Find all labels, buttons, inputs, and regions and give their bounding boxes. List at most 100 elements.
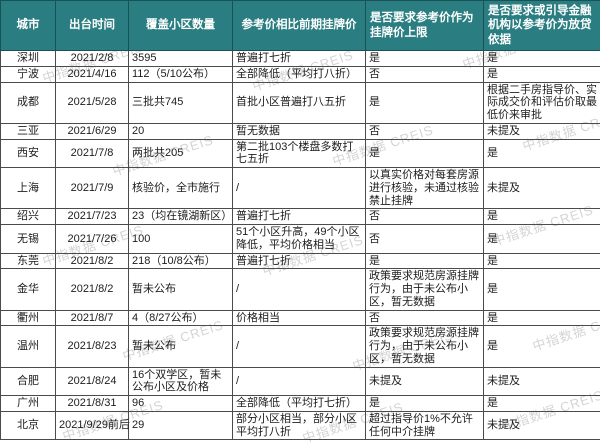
- table-cell: 以真实价格对每套房源进行核验，未通过核验禁止挂牌: [366, 168, 484, 209]
- table-cell: 2021/9/29前后: [56, 411, 129, 440]
- table-cell: 是: [484, 396, 600, 412]
- table-cell: 是: [366, 51, 484, 67]
- table-cell: 宁波: [1, 66, 56, 82]
- table-cell: 北京: [1, 411, 56, 440]
- header-cell: 是否要求参考价作为挂牌价上限: [366, 1, 484, 51]
- header-cell: 参考价相比前期挂牌价: [233, 1, 366, 51]
- table-cell: 无锡: [1, 225, 56, 254]
- table-cell: 普遍打七折: [233, 253, 366, 269]
- table-cell: 衢州: [1, 310, 56, 326]
- table-cell: 西安: [1, 139, 56, 168]
- table-cell: 未提及: [484, 367, 600, 396]
- table-cell: 东莞: [1, 253, 56, 269]
- table-cell: 政策要求规范房源挂牌行为，由于未公布小区，暂无数据: [366, 269, 484, 310]
- table-cell: 否: [366, 310, 484, 326]
- table-cell: 超过指导价1%不允许任何中介挂牌: [366, 411, 484, 440]
- table-cell: 是: [484, 269, 600, 310]
- table-cell: 2021/8/23: [56, 326, 129, 367]
- table-cell: 绍兴: [1, 209, 56, 225]
- table-cell: 否: [366, 66, 484, 82]
- table-cell: 是: [366, 139, 484, 168]
- table-cell: 4（8/27公布）: [129, 310, 233, 326]
- table-cell: 未提及: [484, 168, 600, 209]
- table-cell: 2021/8/2: [56, 253, 129, 269]
- table-cell: 两批共205: [129, 139, 233, 168]
- table-cell: 16个双学区，暂未公布小区及价格: [129, 367, 233, 396]
- table-cell: 温州: [1, 326, 56, 367]
- table-cell: 第二批103个楼盘多数打七五折: [233, 139, 366, 168]
- table-cell: 未提及: [484, 411, 600, 440]
- table-cell: 是: [484, 51, 600, 67]
- table-cell: 2021/8/7: [56, 310, 129, 326]
- table-cell: /: [233, 168, 366, 209]
- table-cell: 普遍打七折: [233, 51, 366, 67]
- table-cell: 上海: [1, 168, 56, 209]
- table-cell: 2021/8/31: [56, 396, 129, 412]
- table-cell: 2021/7/23: [56, 209, 129, 225]
- table-cell: 是: [484, 326, 600, 367]
- table-cell: 部分小区相当，部分小区平均打八折: [233, 411, 366, 440]
- table-cell: 首批小区普遍打八五折: [233, 82, 366, 123]
- table-cell: /: [233, 367, 366, 396]
- table-cell: 深圳: [1, 51, 56, 67]
- table-cell: 是: [484, 253, 600, 269]
- table-cell: 价格相当: [233, 310, 366, 326]
- table-cell: 218（10/8公布）: [129, 253, 233, 269]
- table-cell: 全部降低（平均打七折）: [233, 396, 366, 412]
- table-cell: 否: [366, 225, 484, 254]
- table-cell: 广州: [1, 396, 56, 412]
- table-cell: 2021/8/24: [56, 367, 129, 396]
- table-cell: 金华: [1, 269, 56, 310]
- table-cell: 是: [484, 66, 600, 82]
- table-cell: 是: [484, 209, 600, 225]
- table-cell: 暂无数据: [233, 123, 366, 139]
- table-cell: 23（均在镜湖新区）: [129, 209, 233, 225]
- table-cell: 成都: [1, 82, 56, 123]
- table-cell: 暂未公布: [129, 326, 233, 367]
- table-cell: 是: [484, 139, 600, 168]
- table-cell: 未提及: [484, 123, 600, 139]
- table-cell: 100: [129, 225, 233, 254]
- table-cell: 核验价，全市施行: [129, 168, 233, 209]
- table-cell: 2021/7/8: [56, 139, 129, 168]
- table-cell: 96: [129, 396, 233, 412]
- header-cell: 城市: [1, 1, 56, 51]
- table-cell: 三亚: [1, 123, 56, 139]
- table-cell: 2021/5/28: [56, 82, 129, 123]
- table-cell: 2021/4/16: [56, 66, 129, 82]
- table-cell: 是: [366, 82, 484, 123]
- header-cell: 出台时间: [56, 1, 129, 51]
- table-cell: 三批共745: [129, 82, 233, 123]
- table-cell: 是: [366, 396, 484, 412]
- table-cell: /: [233, 269, 366, 310]
- table-cell: 普遍打七折: [233, 209, 366, 225]
- table-cell: 2021/2/8: [56, 51, 129, 67]
- table-cell: 51个小区升高，49个小区降低，平均价格相当: [233, 225, 366, 254]
- table-cell: 29: [129, 411, 233, 440]
- table-cell: /: [233, 326, 366, 367]
- table-cell: 否: [366, 123, 484, 139]
- table-cell: 2021/7/26: [56, 225, 129, 254]
- table-cell: 112（5/10公布）: [129, 66, 233, 82]
- table-cell: 合肥: [1, 367, 56, 396]
- table-cell: 未提及: [366, 367, 484, 396]
- table-cell: 根据二手房指导价、实际成交价和评估价取最低价来审批: [484, 82, 600, 123]
- table-header-row: 城市出台时间覆盖小区数量参考价相比前期挂牌价是否要求参考价作为挂牌价上限是否要求…: [1, 1, 600, 51]
- table-cell: 是: [366, 253, 484, 269]
